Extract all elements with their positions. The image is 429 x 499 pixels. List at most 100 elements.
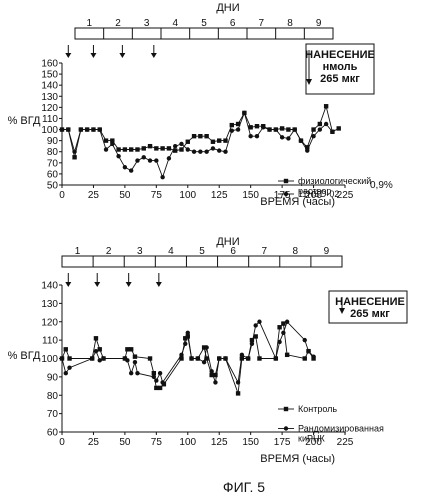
data-point-square <box>128 147 134 152</box>
days-label: ДНИ <box>216 2 239 14</box>
data-point-circle <box>229 128 234 133</box>
x-axis-label: ВРЕМЯ (часы) <box>260 196 335 208</box>
data-point-circle <box>63 371 68 376</box>
data-point-square <box>302 356 307 361</box>
x-tick-label: 100 <box>179 437 196 448</box>
y-tick-label: 110 <box>42 114 58 125</box>
data-point-square <box>154 146 159 151</box>
data-point-circle <box>217 148 222 153</box>
day-number: 6 <box>230 246 236 257</box>
data-point-circle <box>302 337 307 343</box>
data-point-square <box>217 138 222 143</box>
data-point-square <box>191 134 197 139</box>
y-tick-label: 120 <box>41 103 58 114</box>
x-tick-label: 50 <box>119 190 131 201</box>
data-point-circle <box>254 134 260 139</box>
y-tick-label: 100 <box>41 125 58 136</box>
data-point-circle <box>189 356 194 361</box>
data-point-square <box>284 352 290 358</box>
data-point-circle <box>151 374 157 380</box>
y-axis-label: % ВГД <box>8 350 41 362</box>
data-point-square <box>161 382 167 387</box>
data-point-circle <box>84 127 90 132</box>
day-number: 5 <box>199 246 205 257</box>
legend-marker-square <box>283 406 289 412</box>
annotation-box <box>305 43 375 95</box>
dosing-arrow-head <box>94 282 101 287</box>
x-tick-label: 100 <box>179 190 196 201</box>
data-point-square <box>110 138 115 143</box>
day-number: 8 <box>293 246 299 257</box>
data-point-circle <box>209 369 214 374</box>
day-number: 8 <box>287 18 293 29</box>
x-tick-label: 125 <box>211 437 228 448</box>
data-point-circle <box>223 149 228 154</box>
day-number: 5 <box>201 18 207 29</box>
data-point-square <box>286 127 291 132</box>
x-tick-label: 175 <box>274 437 291 448</box>
data-point-square <box>185 334 190 339</box>
data-point-circle <box>154 158 159 163</box>
annotation-arrow-head <box>306 79 312 85</box>
data-point-circle <box>249 341 255 346</box>
data-point-circle <box>122 165 128 170</box>
data-point-circle <box>330 129 335 134</box>
data-point-square <box>213 372 218 378</box>
x-tick-label: 25 <box>88 190 100 201</box>
data-point-square <box>67 356 72 361</box>
data-point-circle <box>195 356 201 361</box>
data-point-circle <box>248 134 253 139</box>
day-number: 9 <box>324 246 330 257</box>
data-point-circle <box>97 127 102 132</box>
y-tick-label: 80 <box>47 391 59 402</box>
data-point-circle <box>160 380 165 385</box>
data-point-circle <box>279 135 285 140</box>
data-point-circle <box>198 149 203 154</box>
x-tick-label: 150 <box>242 437 259 448</box>
data-point-circle <box>147 158 153 163</box>
legend-label: 11HSD-02 <box>298 189 339 199</box>
data-point-circle <box>183 341 188 346</box>
data-point-square <box>204 134 209 139</box>
data-point-square <box>166 146 172 151</box>
data-point-circle <box>305 148 310 153</box>
data-point-circle <box>311 134 316 139</box>
data-point-circle <box>160 175 165 180</box>
day-number: 3 <box>137 246 143 257</box>
y-tick-label: 140 <box>41 81 58 92</box>
data-point-square <box>277 325 282 330</box>
x-tick-label: 75 <box>151 190 163 201</box>
data-point-circle <box>306 348 311 354</box>
days-strip <box>74 27 334 40</box>
data-point-circle <box>253 323 258 328</box>
data-point-square <box>173 148 178 153</box>
dosing-arrow-head <box>155 282 162 287</box>
data-point-square <box>97 347 102 352</box>
y-tick-label: 70 <box>47 158 59 169</box>
x-tick-label: 0 <box>59 437 65 448</box>
y-tick-label: 130 <box>41 92 58 103</box>
data-point-square <box>336 126 341 131</box>
data-point-circle <box>267 127 272 132</box>
data-point-circle <box>166 156 172 161</box>
day-number: 2 <box>106 246 112 257</box>
data-point-square <box>141 146 146 151</box>
data-point-square <box>160 146 165 151</box>
x-tick-label: 225 <box>337 190 354 201</box>
data-point-square <box>154 385 159 391</box>
dosing-arrow-head <box>119 53 126 58</box>
figure-caption: ФИГ. 5 <box>223 479 265 495</box>
data-point-square <box>311 127 316 132</box>
data-point-circle <box>154 378 159 383</box>
data-point-circle <box>273 127 279 132</box>
day-number: 7 <box>261 246 267 257</box>
data-point-circle <box>128 168 134 173</box>
data-point-square <box>317 121 323 127</box>
data-point-circle <box>125 358 130 363</box>
data-point-square <box>179 147 184 152</box>
data-point-circle <box>284 319 290 324</box>
day-number: 2 <box>115 18 121 29</box>
data-point-circle <box>286 136 291 141</box>
dosing-arrow-head <box>90 53 97 58</box>
